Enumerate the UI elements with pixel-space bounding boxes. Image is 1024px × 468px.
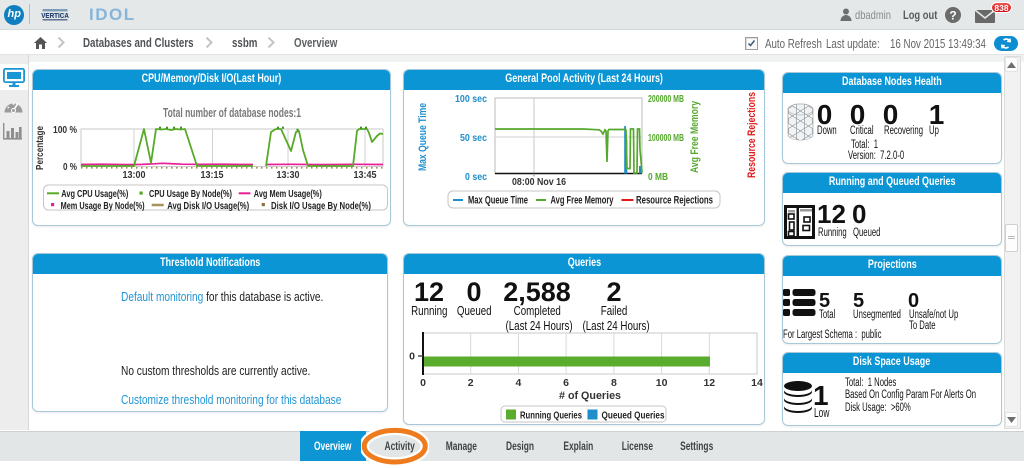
svg-text:CPU Usage By Node(%): CPU Usage By Node(%) [149, 188, 232, 200]
svg-text:Queued Queries: Queued Queries [602, 410, 665, 422]
svg-text:Mem Usage By Node(%): Mem Usage By Node(%) [61, 200, 145, 212]
svg-text:0: 0 [420, 377, 426, 389]
svg-text:2: 2 [468, 377, 474, 389]
svg-text:Avg Disk I/O Usage(%): Avg Disk I/O Usage(%) [167, 200, 249, 212]
svg-text:0 %: 0 % [63, 161, 78, 173]
svg-text:0 MB: 0 MB [648, 171, 668, 183]
svg-text:14: 14 [751, 377, 763, 389]
svg-text:13:15: 13:15 [201, 169, 224, 181]
svg-text:Resource Rejections: Resource Rejections [636, 195, 713, 207]
svg-text:0 sec: 0 sec [465, 171, 487, 183]
svg-text:0: 0 [409, 351, 415, 363]
svg-text:VERTICA: VERTICA [41, 11, 69, 20]
svg-text:Max Queue Time: Max Queue Time [417, 103, 429, 171]
svg-text:13:45: 13:45 [354, 169, 377, 181]
svg-text:6: 6 [563, 377, 569, 389]
svg-text:08:00 Nov 16: 08:00 Nov 16 [512, 176, 566, 188]
svg-text:Avg CPU Usage(%): Avg CPU Usage(%) [61, 188, 128, 200]
svg-text:8: 8 [611, 377, 617, 389]
svg-text:13:30: 13:30 [277, 169, 300, 181]
svg-text:100 sec: 100 sec [455, 93, 487, 105]
svg-text:Total number of database nodes: Total number of database nodes:1 [163, 106, 301, 120]
svg-text:Percentage: Percentage [34, 126, 46, 170]
svg-text:Max Queue Time: Max Queue Time [468, 195, 528, 207]
svg-text:Avg Free Memory: Avg Free Memory [689, 100, 701, 173]
svg-text:100000 MB: 100000 MB [648, 132, 684, 144]
svg-text:4: 4 [515, 377, 521, 389]
svg-text:Resource Rejections: Resource Rejections [746, 92, 758, 178]
svg-text:?: ? [949, 9, 956, 23]
svg-text:13:00: 13:00 [123, 169, 146, 181]
svg-text:50 sec: 50 sec [460, 132, 487, 144]
svg-text:Disk I/O Usage By Node(%): Disk I/O Usage By Node(%) [271, 200, 371, 212]
svg-text:Avg Free Memory: Avg Free Memory [551, 195, 615, 207]
svg-text:10: 10 [656, 377, 668, 389]
svg-text:Running Queries: Running Queries [520, 410, 582, 422]
svg-text:12: 12 [703, 377, 715, 389]
svg-text:100 %: 100 % [53, 124, 78, 136]
svg-text:200000 MB: 200000 MB [648, 93, 684, 105]
svg-text:# of Queries: # of Queries [559, 390, 621, 402]
svg-text:Avg Mem Usage(%): Avg Mem Usage(%) [254, 188, 322, 200]
